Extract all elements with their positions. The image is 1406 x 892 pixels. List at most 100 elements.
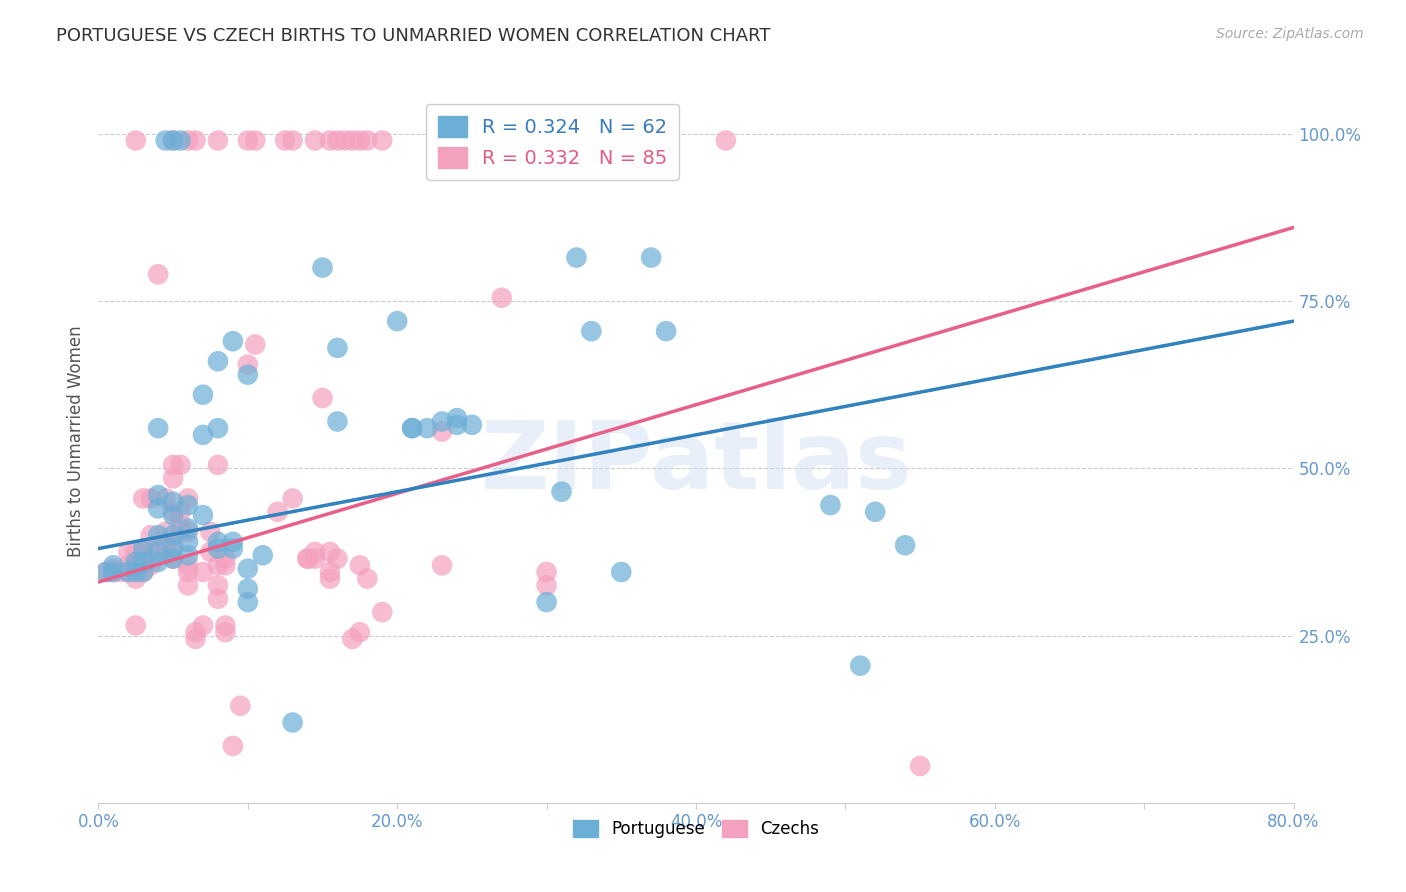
Point	[139, 528, 162, 542]
Point	[297, 551, 319, 566]
Point	[461, 417, 484, 432]
Point	[207, 421, 229, 435]
Point	[162, 541, 184, 556]
Point	[177, 524, 200, 539]
Point	[169, 134, 191, 148]
Point	[491, 291, 513, 305]
Point	[207, 541, 229, 556]
Point	[117, 558, 139, 573]
Point	[274, 134, 297, 148]
Point	[162, 458, 184, 472]
Point	[162, 134, 184, 148]
Point	[169, 458, 191, 472]
Point	[297, 551, 319, 566]
Point	[132, 491, 155, 506]
Point	[191, 565, 214, 579]
Point	[139, 558, 162, 573]
Point	[319, 572, 342, 586]
Point	[236, 582, 259, 596]
Point	[132, 551, 155, 566]
Point	[326, 414, 349, 429]
Point	[222, 739, 245, 753]
Point	[267, 505, 290, 519]
Point	[162, 508, 184, 523]
Point	[236, 595, 259, 609]
Point	[132, 565, 155, 579]
Point	[191, 618, 214, 632]
Point	[326, 551, 349, 566]
Point	[319, 134, 342, 148]
Point	[117, 565, 139, 579]
Point	[155, 524, 177, 539]
Point	[155, 545, 177, 559]
Point	[430, 425, 453, 439]
Point	[371, 605, 394, 619]
Text: ZIPatlas: ZIPatlas	[481, 417, 911, 509]
Point	[177, 565, 200, 579]
Point	[349, 558, 371, 573]
Point	[162, 471, 184, 485]
Point	[430, 558, 453, 573]
Point	[446, 411, 468, 425]
Point	[281, 491, 304, 506]
Point	[148, 545, 170, 559]
Point	[281, 715, 304, 730]
Point	[191, 387, 214, 401]
Point	[148, 488, 170, 502]
Point	[125, 545, 148, 559]
Point	[125, 565, 148, 579]
Point	[177, 498, 200, 512]
Point	[229, 698, 252, 713]
Point	[162, 494, 184, 508]
Point	[148, 501, 170, 516]
Point	[849, 658, 872, 673]
Point	[222, 534, 245, 549]
Point	[191, 508, 214, 523]
Point	[155, 538, 177, 552]
Point	[177, 491, 200, 506]
Point	[311, 391, 333, 405]
Point	[536, 565, 558, 579]
Point	[401, 421, 423, 435]
Point	[94, 565, 117, 579]
Point	[184, 632, 207, 646]
Point	[430, 414, 453, 429]
Point	[349, 625, 371, 640]
Point	[177, 134, 200, 148]
Point	[148, 528, 170, 542]
Point	[148, 421, 170, 435]
Point	[908, 759, 931, 773]
Y-axis label: Births to Unmarried Women: Births to Unmarried Women	[66, 326, 84, 558]
Point	[319, 565, 342, 579]
Point	[177, 548, 200, 563]
Point	[132, 545, 155, 559]
Point	[94, 565, 117, 579]
Point	[236, 562, 259, 576]
Point	[222, 334, 245, 349]
Point	[103, 565, 125, 579]
Point	[125, 555, 148, 569]
Point	[162, 528, 184, 542]
Point	[371, 134, 394, 148]
Point	[550, 484, 572, 499]
Point	[820, 498, 842, 512]
Point	[214, 558, 236, 573]
Point	[207, 134, 229, 148]
Point	[894, 538, 917, 552]
Point	[536, 578, 558, 592]
Point	[311, 260, 333, 275]
Point	[236, 358, 259, 372]
Point	[169, 505, 191, 519]
Point	[207, 354, 229, 368]
Point	[326, 134, 349, 148]
Point	[236, 134, 259, 148]
Point	[132, 565, 155, 579]
Point	[565, 251, 588, 265]
Point	[200, 545, 222, 559]
Point	[177, 521, 200, 535]
Point	[184, 625, 207, 640]
Point	[214, 551, 236, 566]
Point	[125, 558, 148, 573]
Point	[610, 565, 633, 579]
Point	[281, 134, 304, 148]
